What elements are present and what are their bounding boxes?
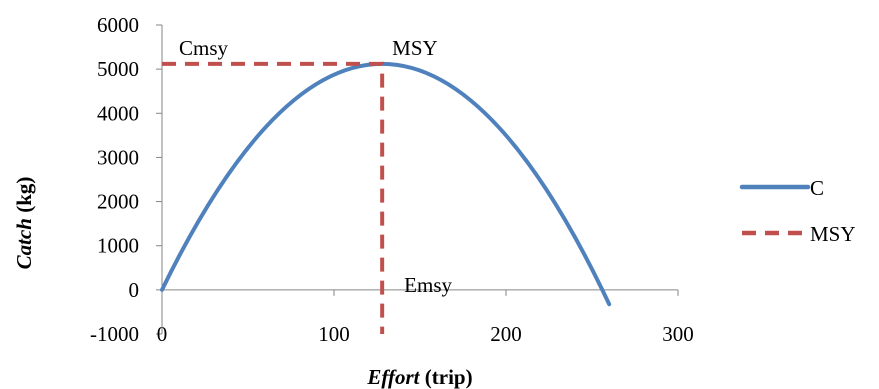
y-tick-label: 3000: [97, 145, 139, 169]
y-axis-title-italic: Catch: [12, 218, 36, 269]
series-c-line: [160, 62, 612, 307]
x-axis-title-italic: Effort: [366, 365, 420, 389]
plot-series: [160, 61, 612, 334]
y-tick-label: -1000: [90, 322, 139, 346]
y-tick-label: 4000: [97, 101, 139, 125]
series-msy-line: [162, 61, 385, 334]
y-tick-label: 5000: [97, 57, 139, 81]
y-tick-label: 0: [129, 278, 140, 302]
x-axis-title: Effort (trip): [366, 365, 472, 389]
x-tick-label: 300: [662, 322, 694, 346]
y-tick-label: 2000: [97, 190, 139, 214]
annotation-msy: MSY: [392, 36, 438, 60]
legend: C MSY: [739, 176, 856, 246]
x-tick-label: 100: [318, 322, 350, 346]
annotation-cmsy: Cmsy: [179, 36, 229, 60]
y-axis-title-unit: (kg): [12, 177, 36, 218]
legend-label-c: C: [810, 176, 824, 200]
y-tick-label: 1000: [97, 234, 139, 258]
x-axis-ticks: 0 100 200 300: [157, 289, 694, 346]
y-tick-label: 6000: [97, 13, 139, 37]
x-axis-title-unit: (trip): [420, 365, 473, 389]
y-axis-ticks: -1000 0 1000 2000 3000 4000 5000 6000: [90, 13, 162, 346]
y-axis-title: Catch (kg): [12, 177, 36, 270]
x-tick-label: 200: [490, 322, 522, 346]
annotation-emsy: Emsy: [404, 273, 452, 297]
legend-label-msy: MSY: [810, 222, 856, 246]
annotations: Cmsy MSY Emsy: [179, 36, 452, 297]
